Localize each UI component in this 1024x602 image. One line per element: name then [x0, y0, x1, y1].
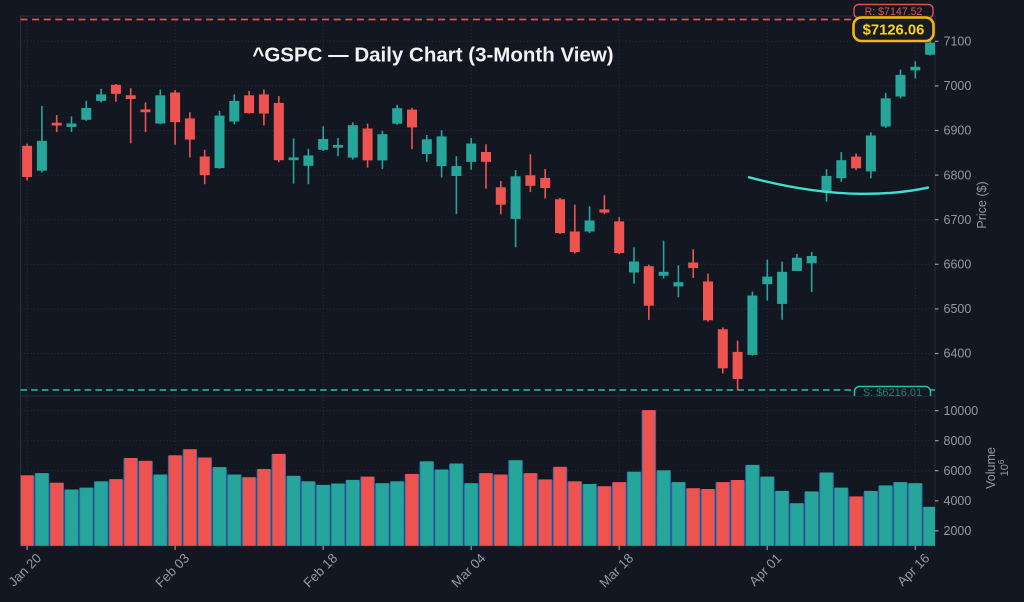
- svg-text:6000: 6000: [944, 464, 972, 478]
- svg-text:7100: 7100: [944, 35, 972, 49]
- svg-text:S: $6216.01: S: $6216.01: [863, 387, 922, 399]
- svg-text:6500: 6500: [944, 302, 972, 316]
- svg-text:7000: 7000: [944, 79, 972, 93]
- svg-text:Price ($): Price ($): [975, 181, 989, 228]
- svg-text:^GSPC — Daily Chart (3-Month V: ^GSPC — Daily Chart (3-Month View): [252, 44, 613, 67]
- svg-text:8000: 8000: [944, 434, 972, 448]
- svg-text:2000: 2000: [944, 524, 972, 538]
- svg-text:4000: 4000: [944, 494, 972, 508]
- svg-text:Volume: Volume: [984, 447, 998, 489]
- svg-text:6400: 6400: [944, 347, 972, 361]
- svg-text:6700: 6700: [944, 213, 972, 227]
- svg-text:10000: 10000: [944, 404, 979, 418]
- svg-text:6900: 6900: [944, 124, 972, 138]
- svg-text:6600: 6600: [944, 258, 972, 272]
- svg-text:$7126.06: $7126.06: [863, 23, 925, 39]
- svg-text:6800: 6800: [944, 168, 972, 182]
- svg-text:R: $7147.52: R: $7147.52: [865, 6, 923, 18]
